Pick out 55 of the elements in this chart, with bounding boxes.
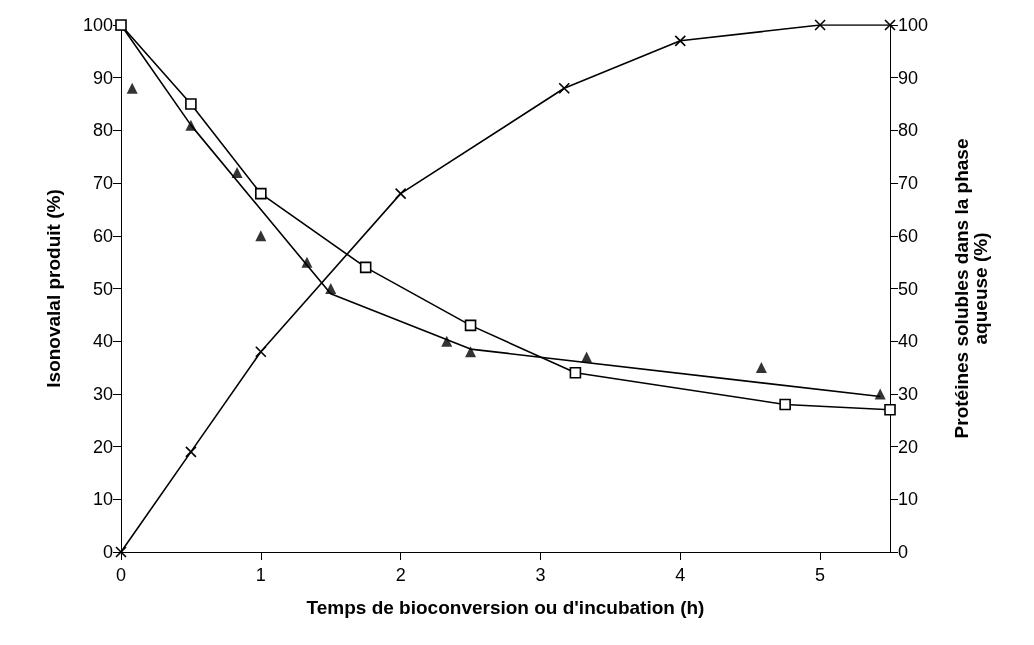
x-tick-label: 1 [255,565,266,585]
point [558,82,571,95]
point [779,398,791,411]
point [255,345,267,358]
point [255,230,267,242]
y2-tick-label: 90 [898,67,919,88]
y-tick-label: 10 [92,489,113,510]
point [301,256,313,268]
point [464,319,477,332]
y2-tick-label: 70 [898,173,919,194]
point [185,98,197,110]
y-tick-label: 40 [92,331,113,352]
point [874,388,886,400]
point [465,346,477,358]
y2-tick-label: 50 [898,278,919,299]
point [569,367,582,379]
y-tick-label: 60 [92,225,113,246]
point [359,261,372,274]
y2-tick-label: 100 [898,15,929,35]
point [255,187,267,200]
point [674,35,687,47]
point [185,119,197,131]
point [884,403,896,416]
y-tick-label: 30 [92,383,113,404]
point [814,19,826,31]
x-tick-label: 2 [395,565,406,585]
y2-tick-label: 30 [898,383,919,404]
y-tick-label: 100 [82,15,113,35]
point [394,187,407,200]
y2-axis-title: Protéines solubles dans la phase aqueuse (%) [951,138,991,439]
y-tick-label: 0 [102,542,113,562]
y2-tick-label: 10 [898,489,919,510]
y2-tick-label: 40 [898,331,919,352]
point [325,283,337,294]
x-axis-title: Temps de bioconversion ou d'incubation (h) [306,597,705,618]
y2-tick-label: 0 [898,542,909,562]
point [126,82,138,94]
point [441,335,453,347]
point [581,351,593,363]
y-tick-label: 80 [92,120,113,141]
x-tick-label: 4 [675,565,686,585]
y2-tick-label: 20 [898,436,919,457]
point [755,362,767,374]
y2-tick-label: 60 [898,225,919,246]
x-tick-label: 0 [115,565,127,585]
y-tick-label: 20 [92,436,113,457]
point [185,446,197,458]
y-tick-label: 50 [92,278,113,299]
x-tick-label: 3 [535,565,546,585]
y-axis-title: Isonovalal produit (%) [43,189,64,388]
y2-tick-label: 80 [898,120,919,141]
y-tick-label: 90 [92,67,113,88]
point [231,167,243,179]
y-tick-label: 70 [92,173,113,194]
x-tick-label: 5 [815,565,826,585]
